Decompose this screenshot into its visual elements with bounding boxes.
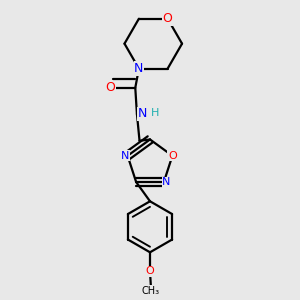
Text: N: N	[162, 177, 171, 187]
Text: N: N	[138, 107, 148, 121]
Text: O: O	[168, 151, 177, 161]
Text: N: N	[134, 62, 144, 75]
Text: N: N	[121, 151, 129, 161]
Text: H: H	[151, 108, 159, 118]
Text: O: O	[106, 81, 116, 94]
Text: O: O	[146, 266, 154, 276]
Text: CH₃: CH₃	[142, 286, 160, 296]
Text: O: O	[163, 12, 172, 25]
